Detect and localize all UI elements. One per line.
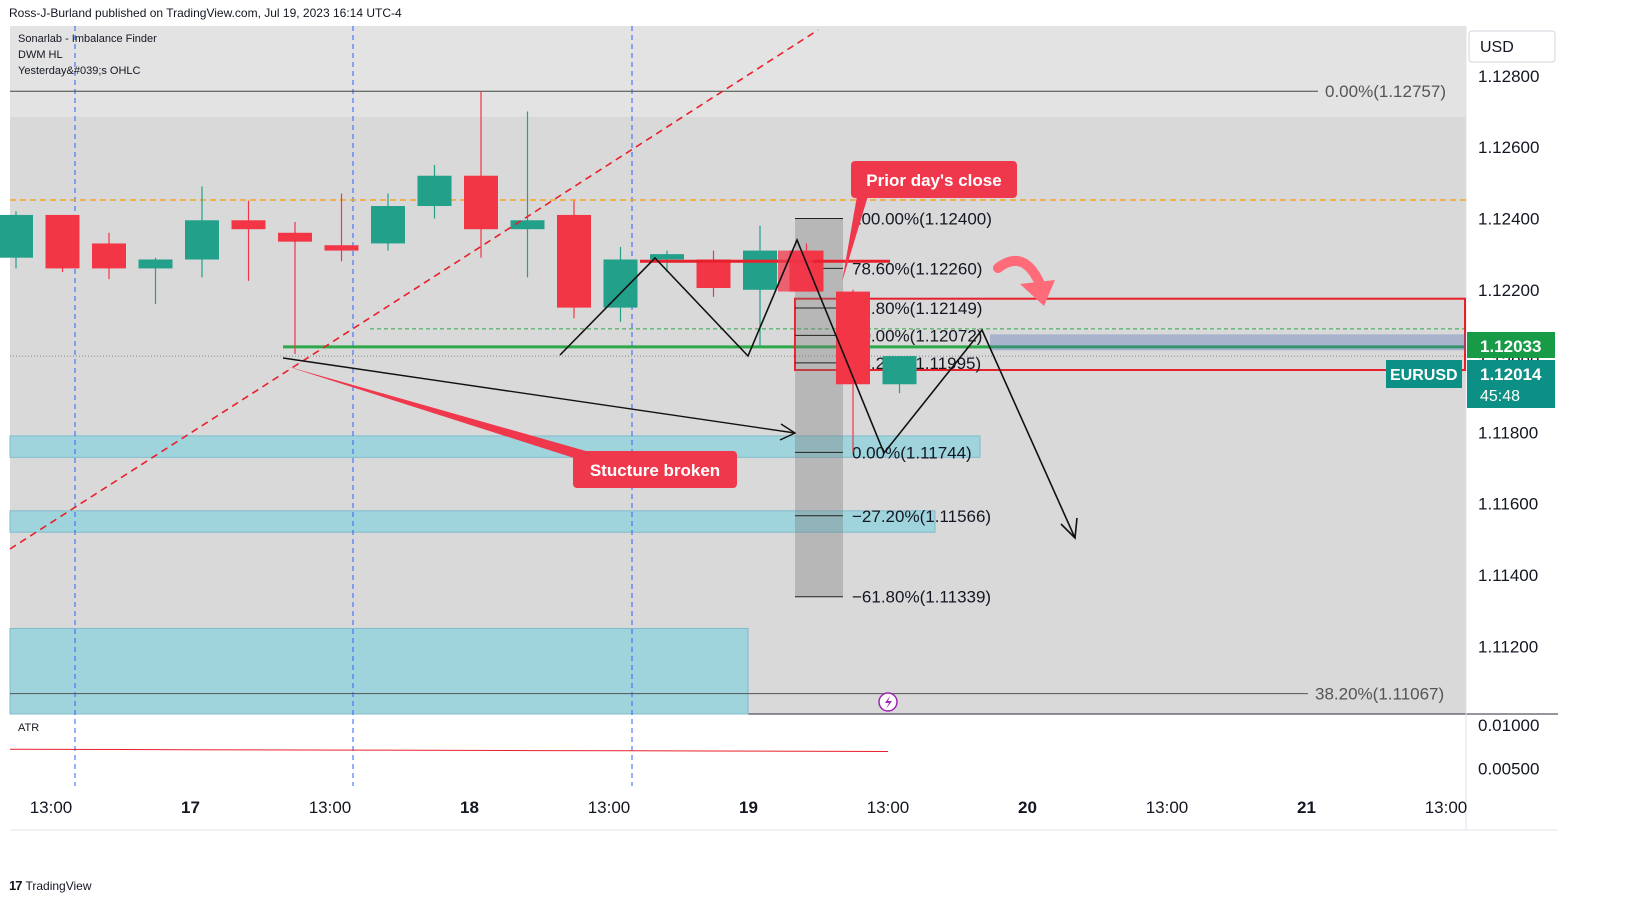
svg-text:1.12014: 1.12014 — [1480, 365, 1542, 384]
fib-level-label: 61.80%(1.12149) — [852, 299, 982, 318]
legend-yesterday-ohlc[interactable]: Yesterday&#039;s OHLC — [18, 65, 141, 77]
symbol-badge: EURUSD — [1386, 360, 1462, 388]
time-tick-label: 18 — [460, 798, 479, 817]
price-tick-label: 1.12400 — [1478, 209, 1539, 228]
price-tick-label: 1.11600 — [1478, 495, 1538, 514]
prior-close-pointer — [842, 196, 868, 282]
legend-dwm-hl[interactable]: DWM HL — [18, 49, 63, 61]
time-tick-label: 13:00 — [588, 798, 631, 817]
candle-body[interactable] — [557, 214, 591, 308]
top-band-background — [10, 26, 1466, 117]
candle-body[interactable] — [231, 220, 266, 230]
candle-body[interactable] — [324, 245, 359, 251]
fib-level-label: 78.60%(1.12260) — [852, 259, 982, 278]
fib-level-label: −61.80%(1.11339) — [852, 588, 991, 607]
footer-branding[interactable]: 17 TradingView — [9, 878, 92, 893]
price-tick-label: 1.11800 — [1478, 423, 1538, 442]
candle-body[interactable] — [882, 356, 917, 385]
price-tick-label: 1.12200 — [1478, 281, 1539, 300]
supply-zone-box[interactable] — [794, 297, 1466, 371]
time-tick-label: 13:00 — [30, 798, 73, 817]
candle-body[interactable] — [696, 259, 731, 289]
dwm-level-label: 0.00%(1.12757) — [1325, 82, 1446, 101]
candle-body[interactable] — [0, 214, 33, 258]
currency-button[interactable] — [1468, 30, 1556, 63]
tradingview-logo-icon: 17 — [9, 878, 23, 893]
structure-box — [573, 451, 737, 488]
svg-text:EURUSD: EURUSD — [1390, 367, 1458, 384]
publisher-line: Ross-J-Burland published on TradingView.… — [9, 6, 402, 20]
curved-arrow[interactable] — [993, 255, 1055, 306]
atr-tick-label: 0.01000 — [1478, 716, 1539, 735]
structure-pointer — [286, 366, 600, 465]
time-tick-label: 13:00 — [1425, 798, 1468, 817]
candle-body[interactable] — [464, 175, 498, 230]
currency-label: USD — [1480, 39, 1514, 56]
time-tick-label: 13:00 — [867, 798, 910, 817]
time-tick-label: 20 — [1018, 798, 1037, 817]
last-price-badge: 1.12014 45:48 — [1467, 360, 1555, 408]
lightning-icon[interactable] — [878, 692, 898, 712]
legend-imbalance-finder[interactable]: Sonarlab - Imbalance Finder — [18, 33, 157, 45]
candle-body[interactable] — [278, 232, 312, 242]
price-band — [990, 334, 1466, 351]
svg-text:1.12033: 1.12033 — [1480, 337, 1541, 356]
atr-tick-label: 0.00500 — [1478, 760, 1539, 779]
atr-series-line[interactable] — [9, 748, 889, 752]
candle-body[interactable] — [185, 220, 219, 260]
price-tick-label: 1.12600 — [1478, 138, 1539, 157]
legend-atr[interactable]: ATR — [18, 722, 40, 734]
dwm-level-label: 38.20%(1.11067) — [1315, 685, 1444, 704]
structure-arrow-line[interactable] — [282, 357, 796, 434]
curved-arrow-head — [1020, 280, 1055, 306]
candle-body[interactable] — [371, 206, 405, 244]
structure-callout[interactable]: Stucture broken — [286, 366, 737, 488]
prior-close-callout[interactable]: Prior day's close — [842, 161, 1017, 282]
time-tick-label: 21 — [1297, 798, 1316, 817]
current-price-badge: 1.12033 — [1467, 332, 1555, 358]
fib-level-label: 0.00%(1.11744) — [852, 443, 972, 462]
svg-text:45:48: 45:48 — [1480, 388, 1520, 405]
imbalance-zone[interactable] — [9, 435, 981, 458]
fib-level-label: 38.20%(1.11995) — [852, 354, 981, 373]
curved-arrow-shaft — [993, 255, 1045, 289]
time-tick-label: 13:00 — [309, 798, 352, 817]
fib-level-label: 50.00%(1.12072) — [852, 326, 982, 345]
candle-body[interactable] — [836, 291, 870, 385]
trend-line-dashed[interactable] — [9, 29, 819, 550]
fib-level-label: 100.00%(1.12400) — [852, 209, 992, 228]
price-tick-label: 1.11200 — [1478, 637, 1538, 656]
footer-brand-label: TradingView — [25, 878, 92, 893]
candle-body[interactable] — [92, 243, 126, 269]
candle-body[interactable] — [138, 259, 173, 269]
structure-label: Stucture broken — [590, 461, 720, 480]
structure-arrowhead — [779, 423, 797, 441]
candle-body[interactable] — [650, 254, 684, 260]
prior-close-label: Prior day's close — [866, 171, 1001, 190]
imbalance-zone[interactable] — [9, 627, 749, 715]
price-tick-label: 1.11400 — [1478, 566, 1538, 585]
candle-body[interactable] — [45, 214, 80, 269]
candle-body[interactable] — [510, 220, 545, 230]
prior-close-box — [851, 161, 1017, 198]
candle-body[interactable] — [417, 175, 452, 207]
time-tick-label: 17 — [181, 798, 200, 817]
time-tick-label: 19 — [739, 798, 758, 817]
imbalance-zone[interactable] — [9, 510, 936, 533]
projection-zigzag[interactable] — [559, 237, 1076, 539]
time-tick-label: 13:00 — [1146, 798, 1189, 817]
price-tick-label: 1.12800 — [1478, 67, 1539, 86]
candle-body[interactable] — [603, 259, 638, 308]
candle-body[interactable] — [743, 250, 777, 290]
fib-level-label: −27.20%(1.11566) — [852, 507, 991, 526]
projection-arrowhead — [1060, 517, 1078, 540]
